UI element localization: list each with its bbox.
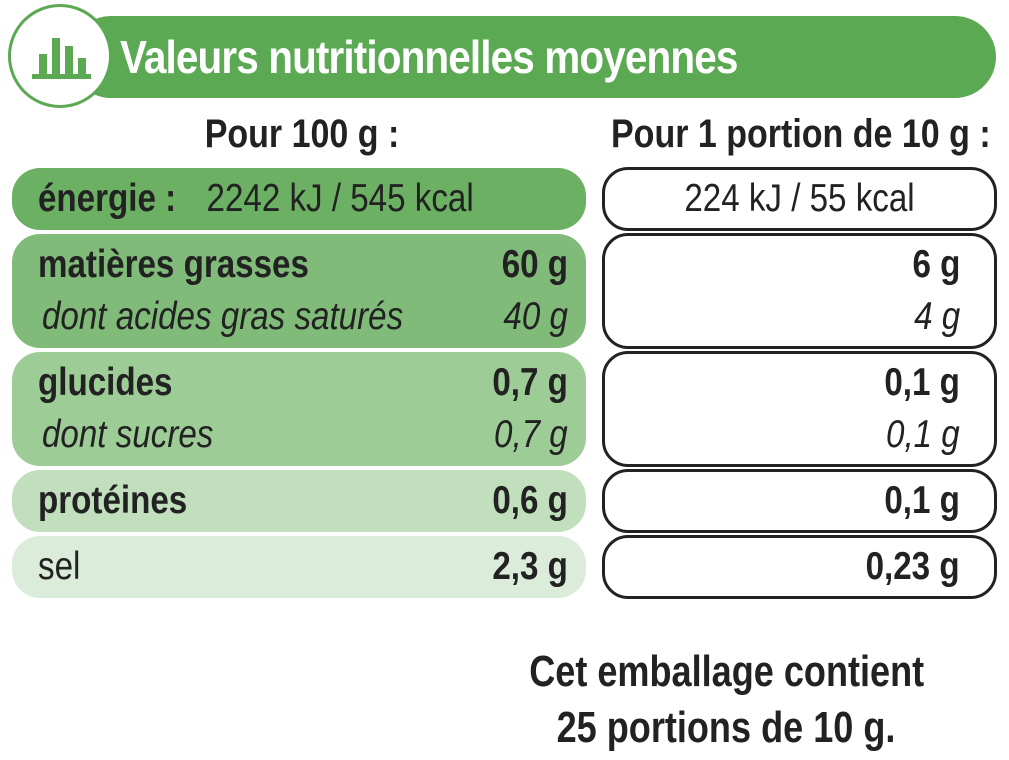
nutrition-logo: [8, 4, 112, 108]
column-header-per-portion: Pour 1 portion de 10 g :: [611, 112, 991, 156]
fat-value-portion: 6 g: [912, 243, 960, 286]
salt-label: sel: [38, 545, 81, 588]
carbs-row-portion: 0,1 g 0,1 g: [602, 351, 997, 467]
energy-value-100g: 2242 kJ / 545 kcal: [206, 177, 474, 220]
energy-line: énergie : 2242 kJ / 545 kcal: [38, 168, 474, 230]
protein-row-100g: protéines 0,6 g: [12, 470, 586, 532]
energy-row-100g: énergie : 2242 kJ / 545 kcal: [12, 168, 586, 230]
package-info-line-1: Cet emballage contient: [529, 647, 925, 696]
title-banner: [70, 16, 996, 98]
page-title: Valeurs nutritionnelles moyennes: [120, 31, 738, 83]
energy-value-portion: 224 kJ / 55 kcal: [684, 177, 915, 220]
protein-row-portion: 0,1 g: [602, 469, 997, 533]
salt-row-portion: 0,23 g: [602, 535, 997, 599]
carbs-value-100g: 0,7 g: [492, 361, 568, 404]
salt-value-100g: 2,3 g: [492, 545, 568, 588]
energy-label: énergie :: [38, 177, 177, 220]
column-header-per-100g: Pour 100 g :: [204, 112, 400, 156]
saturated-fat-label: dont acides gras saturés: [42, 295, 404, 338]
energy-row-portion: 224 kJ / 55 kcal: [602, 167, 997, 231]
protein-value-100g: 0,6 g: [492, 479, 568, 522]
carbs-row-100g: glucides 0,7 g dont sucres 0,7 g: [12, 352, 586, 466]
salt-value-portion: 0,23 g: [866, 545, 960, 588]
saturated-fat-value-portion: 4 g: [913, 295, 960, 338]
carbs-value-portion: 0,1 g: [884, 361, 960, 404]
saturated-fat-value-100g: 40 g: [503, 295, 568, 338]
carbs-label: glucides: [38, 361, 173, 404]
fat-row-portion: 6 g 4 g: [602, 233, 997, 349]
fat-value-100g: 60 g: [501, 243, 568, 286]
fat-label: matières grasses: [38, 243, 309, 286]
sugars-value-100g: 0,7 g: [494, 413, 568, 456]
sugars-value-portion: 0,1 g: [886, 413, 960, 456]
package-info-line-2: 25 portions de 10 g.: [556, 703, 896, 752]
bar-chart-icon: [32, 38, 91, 79]
salt-row-100g: sel 2,3 g: [12, 536, 586, 598]
fat-row-100g: matières grasses 60 g dont acides gras s…: [12, 234, 586, 348]
protein-label: protéines: [38, 479, 188, 522]
protein-value-portion: 0,1 g: [884, 479, 960, 522]
sugars-label: dont sucres: [42, 413, 214, 456]
